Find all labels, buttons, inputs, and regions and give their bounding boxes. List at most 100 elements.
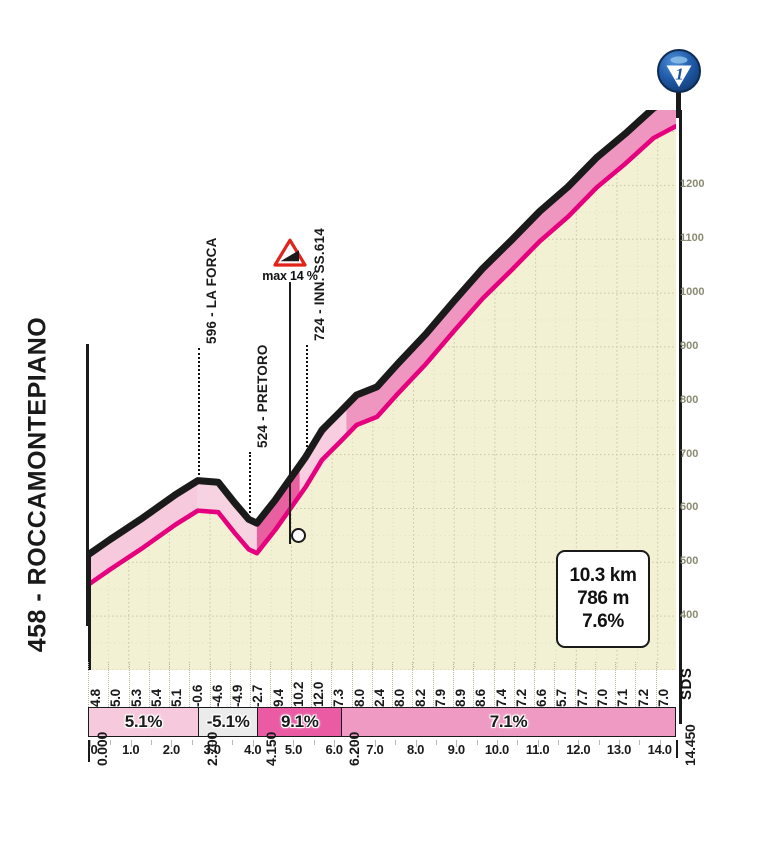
- max-gradient-label: max 14 %: [262, 269, 318, 283]
- max-gradient-marker: max 14 %: [255, 238, 325, 283]
- gradient-value-cell: -0.6: [189, 684, 205, 707]
- distance-tick-label: 10.0: [484, 742, 509, 757]
- gradient-value-cell: 9.4: [270, 689, 286, 707]
- distance-tick: [496, 740, 498, 747]
- gradient-value-cell: 2.4: [372, 689, 387, 707]
- gradient-segment: -5.1%: [198, 708, 259, 736]
- elevation-tick-400: 400: [680, 609, 699, 622]
- finish-axis-line: [679, 110, 682, 724]
- gradient-cell-divider: [594, 662, 596, 707]
- place-leader-line: [305, 345, 308, 451]
- place-label: 724 - INN. SS.614: [311, 228, 327, 341]
- distance-tick-label: 9.0: [447, 742, 465, 757]
- gradient-cell-divider: [270, 662, 272, 707]
- gradient-cell-divider: [371, 662, 373, 707]
- distance-tick: [293, 740, 295, 747]
- gradient-value-cell: 8.0: [351, 689, 367, 707]
- gradient-value-cell: -4.9: [230, 684, 246, 707]
- distance-tick: [659, 740, 661, 747]
- distance-marker: 2.700: [203, 731, 220, 766]
- distance-tick-label: 4.0: [244, 742, 262, 757]
- gradient-value-cell: 5.1: [169, 689, 185, 707]
- gradient-segment-label: -5.1%: [206, 712, 250, 731]
- gradient-value-cell: 7.2: [513, 689, 529, 707]
- distance-tick-label: 8.0: [406, 742, 425, 757]
- elevation-tick-1100: 1100: [680, 232, 704, 245]
- distance-tick: [578, 740, 580, 747]
- gradient-cell-divider: [534, 662, 536, 707]
- gradient-cell-divider: [615, 662, 617, 707]
- gradient-segment: 5.1%: [89, 708, 199, 736]
- distance-marker: 4.150: [262, 731, 279, 766]
- elevation-tick-900: 900: [680, 339, 699, 352]
- gradient-value-cell: 8.2: [412, 689, 428, 707]
- gradient-value-cell: 7.9: [432, 689, 448, 707]
- distance-tick-label: 7.0: [366, 742, 384, 757]
- distance-minor-tick: [395, 740, 397, 745]
- gradient-value-cell: 8.0: [392, 689, 408, 707]
- gradient-cell-divider: [290, 662, 292, 707]
- max-gradient-leader-line: [289, 282, 292, 544]
- distance-minor-tick: [435, 740, 437, 745]
- gradient-value-cell: 5.3: [128, 689, 144, 707]
- route-junction-marker: [291, 528, 306, 543]
- distance-minor-tick: [476, 740, 478, 745]
- gradient-value-cell: 10.2: [290, 681, 306, 707]
- distance-tick-label: 0: [90, 742, 98, 757]
- summary-elevation-gain: 786 m: [577, 588, 629, 609]
- distance-tick: [334, 740, 336, 747]
- distance-tick-label: 3.0: [203, 742, 221, 757]
- distance-minor-tick: [598, 740, 600, 745]
- gradient-cell-divider: [189, 662, 191, 707]
- summary-distance: 10.3 km: [569, 565, 637, 586]
- distance-tick: [90, 740, 91, 747]
- elevation-tick-500: 500: [680, 555, 699, 568]
- gradient-value-cell: 7.3: [331, 689, 347, 707]
- place-leader-line: [248, 452, 251, 514]
- distance-minor-tick: [273, 740, 275, 745]
- gradient-cell-divider: [554, 662, 556, 707]
- gradient-value-cell: 8.9: [453, 689, 469, 707]
- distance-tick: [537, 740, 539, 747]
- distance-tick: [374, 740, 376, 747]
- gpm-badge-stem: [676, 92, 681, 118]
- distance-tick: [618, 740, 620, 747]
- climb-category-badge-icon: 1: [657, 49, 701, 93]
- gradient-value-cell: 7.7: [574, 689, 590, 707]
- elevation-tick-800: 800: [680, 393, 699, 406]
- distance-minor-tick: [191, 740, 193, 745]
- start-axis-line: [86, 344, 89, 626]
- distance-tick-label: 6.0: [325, 742, 343, 757]
- distance-tick-label: 1.0: [122, 742, 140, 757]
- gradient-cell-divider: [229, 662, 231, 707]
- gradient-cell-divider: [250, 662, 252, 707]
- distance-minor-tick: [517, 740, 519, 745]
- gradient-cell-divider: [473, 662, 475, 707]
- gradient-value-cell: 8.6: [473, 689, 489, 707]
- distance-minor-tick: [354, 740, 356, 745]
- distance-marker: 6.200: [346, 731, 363, 766]
- start-location-label: 458 - ROCCAMONTEPIANO: [23, 316, 52, 653]
- gradient-cell-divider: [209, 662, 211, 707]
- gradient-value-cell: 5.4: [148, 689, 164, 707]
- warning-triangle-slope-icon: [273, 238, 307, 267]
- distance-minor-tick: [151, 740, 153, 745]
- gradient-cell-divider: [452, 662, 454, 707]
- gradient-cell-divider: [513, 662, 515, 707]
- climb-category-number: 1: [675, 65, 684, 84]
- gradient-cell-divider: [412, 662, 414, 707]
- distance-tick: [171, 740, 173, 747]
- gradient-value-cell: 7.2: [635, 689, 651, 707]
- distance-tick: [415, 740, 417, 747]
- distance-tick-label: 13.0: [606, 742, 632, 757]
- gradient-segment-band: 5.1% -5.1% 9.1% 7.1%: [88, 707, 676, 737]
- gradient-value-cell: 7.0: [655, 689, 671, 707]
- gradient-value-cell: -2.7: [250, 684, 266, 707]
- distance-minor-tick: [557, 740, 559, 745]
- gradient-cell-divider: [148, 662, 150, 707]
- gradient-segment-label: 5.1%: [124, 712, 163, 731]
- distance-axis-end-tick: [675, 740, 678, 758]
- elevation-tick-600: 600: [680, 501, 699, 514]
- gradient-cell-divider: [655, 662, 657, 707]
- gradient-value-cell: 4.8: [88, 689, 104, 707]
